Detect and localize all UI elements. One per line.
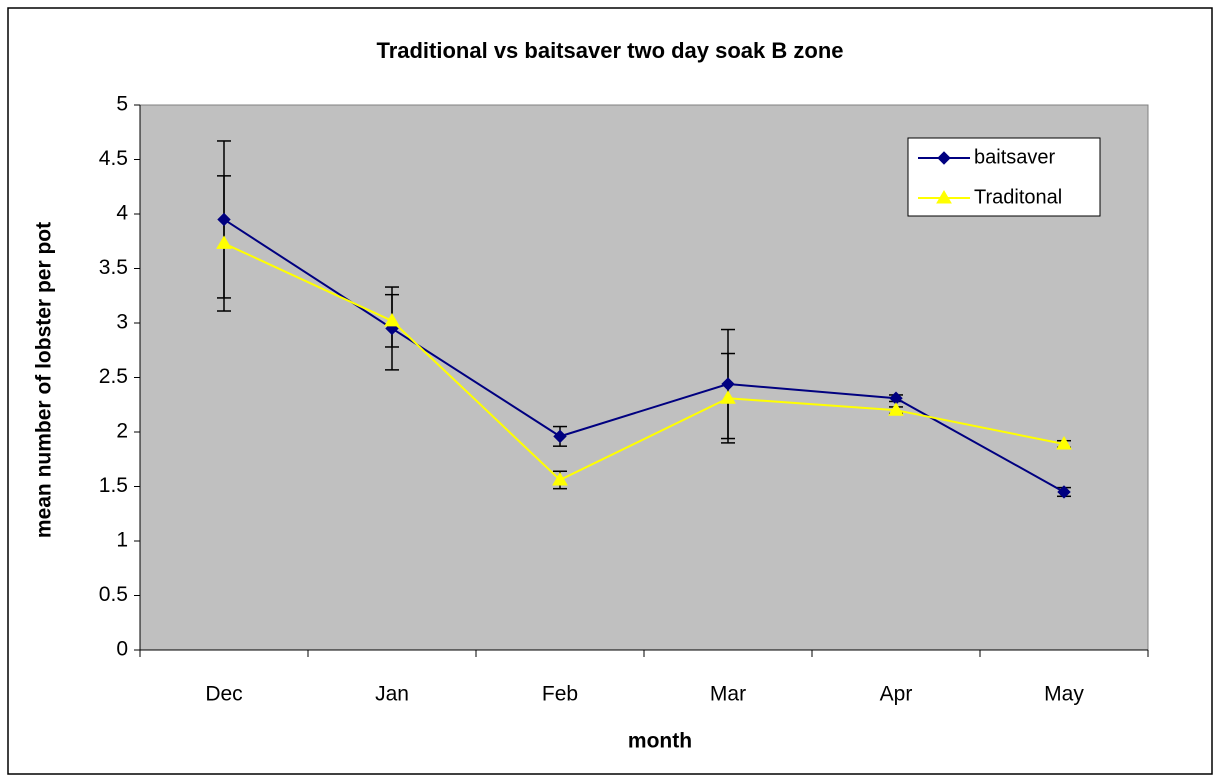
y-tick-label: 3 bbox=[116, 311, 128, 334]
chart-title: Traditional vs baitsaver two day soak B … bbox=[376, 38, 843, 63]
x-tick-label: Feb bbox=[542, 683, 578, 706]
legend-label: Traditonal bbox=[974, 186, 1062, 208]
data-point bbox=[216, 235, 232, 249]
y-tick-label: 4 bbox=[116, 202, 128, 225]
series-line bbox=[223, 218, 1065, 493]
data-point bbox=[217, 212, 231, 227]
y-axis-label: mean number of lobster per pot bbox=[33, 222, 56, 538]
x-axis-label: month bbox=[628, 730, 692, 753]
data-point bbox=[720, 390, 736, 404]
series-line bbox=[223, 242, 1065, 482]
x-tick-label: May bbox=[1044, 683, 1084, 706]
legend-marker bbox=[936, 190, 952, 204]
legend-label: baitsaver bbox=[974, 146, 1055, 168]
data-point bbox=[552, 471, 568, 486]
y-tick-label: 2 bbox=[116, 420, 128, 443]
x-tick-label: Jan bbox=[375, 683, 409, 706]
legend: baitsaver Traditonal bbox=[907, 137, 1101, 217]
data-point bbox=[1057, 485, 1071, 499]
x-tick-label: Apr bbox=[880, 683, 913, 706]
data-point bbox=[721, 377, 735, 391]
y-tick-label: 0 bbox=[116, 638, 128, 661]
y-tick-label: 2.5 bbox=[99, 365, 128, 388]
y-tick-label: 1 bbox=[116, 529, 128, 552]
legend-marker bbox=[937, 151, 951, 165]
y-tick-label: 0.5 bbox=[99, 583, 128, 606]
x-tick-label: Mar bbox=[710, 683, 746, 706]
y-tick-label: 5 bbox=[116, 93, 128, 116]
y-tick-label: 1.5 bbox=[99, 474, 128, 497]
data-point bbox=[553, 429, 567, 444]
y-tick-label: 3.5 bbox=[99, 256, 128, 279]
y-tick-label: 4.5 bbox=[99, 147, 128, 170]
data-point bbox=[384, 312, 400, 327]
data-point bbox=[1056, 435, 1072, 450]
data-point bbox=[888, 402, 904, 416]
x-tick-label: Dec bbox=[205, 683, 242, 706]
